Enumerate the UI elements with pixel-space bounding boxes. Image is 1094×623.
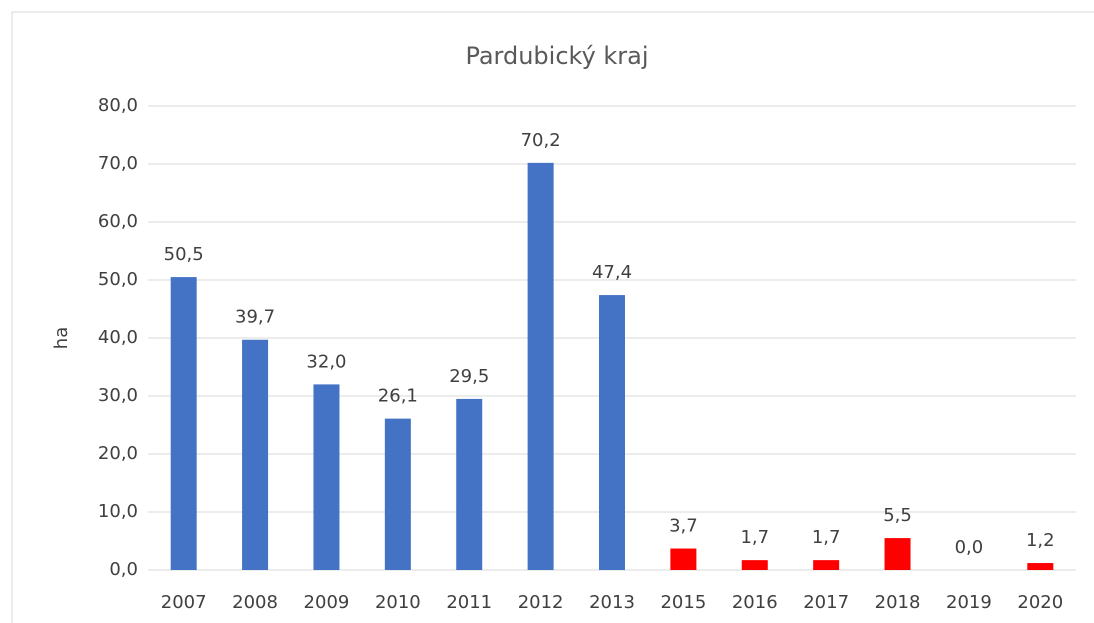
bar: [313, 384, 340, 570]
data-label: 32,0: [306, 351, 346, 372]
y-tick-label: 0,0: [109, 559, 138, 580]
data-label: 70,2: [521, 130, 561, 151]
x-tick-label: 2016: [732, 592, 778, 613]
y-tick-label: 70,0: [98, 153, 138, 174]
x-tick-label: 2007: [161, 592, 207, 613]
y-tick-label: 40,0: [98, 327, 138, 348]
chart-title: Pardubický kraj: [465, 42, 648, 70]
bar: [599, 295, 625, 570]
data-label: 1,7: [740, 527, 769, 548]
y-tick-label: 20,0: [98, 443, 138, 464]
x-tick-label: 2012: [518, 592, 564, 613]
data-label: 1,7: [812, 527, 841, 548]
x-tick-label: 2009: [304, 592, 350, 613]
data-label: 47,4: [592, 262, 632, 283]
data-label: 1,2: [1026, 530, 1055, 551]
y-tick-label: 50,0: [98, 269, 138, 290]
x-tick-label: 2008: [232, 592, 278, 613]
y-tick-label: 60,0: [98, 211, 138, 232]
data-label: 26,1: [378, 386, 418, 407]
bar: [670, 548, 697, 570]
bar: [170, 277, 197, 570]
y-tick-label: 80,0: [98, 95, 138, 116]
x-tick-label: 2015: [660, 592, 706, 613]
bar: [1027, 563, 1054, 570]
bar: [242, 339, 269, 570]
data-label: 50,5: [164, 244, 204, 265]
y-axis-label: ha: [51, 327, 72, 349]
data-label: 3,7: [669, 516, 698, 537]
x-tick-label: 2019: [946, 592, 992, 613]
y-tick-label: 10,0: [98, 501, 138, 522]
x-tick-label: 2020: [1017, 592, 1063, 613]
bar: [884, 538, 911, 570]
bar: [384, 418, 411, 570]
bar: [527, 162, 554, 570]
x-tick-label: 2018: [875, 592, 921, 613]
bar: [456, 398, 483, 570]
bar: [813, 560, 840, 570]
y-tick-label: 30,0: [98, 385, 138, 406]
x-tick-label: 2013: [589, 592, 635, 613]
data-label: 5,5: [883, 505, 912, 526]
x-tick-label: 2017: [803, 592, 849, 613]
data-label: 39,7: [235, 307, 275, 328]
data-label: 0,0: [955, 537, 984, 558]
x-tick-label: 2010: [375, 592, 421, 613]
bar: [741, 560, 768, 570]
x-tick-label: 2011: [446, 592, 492, 613]
data-label: 29,5: [449, 366, 489, 387]
